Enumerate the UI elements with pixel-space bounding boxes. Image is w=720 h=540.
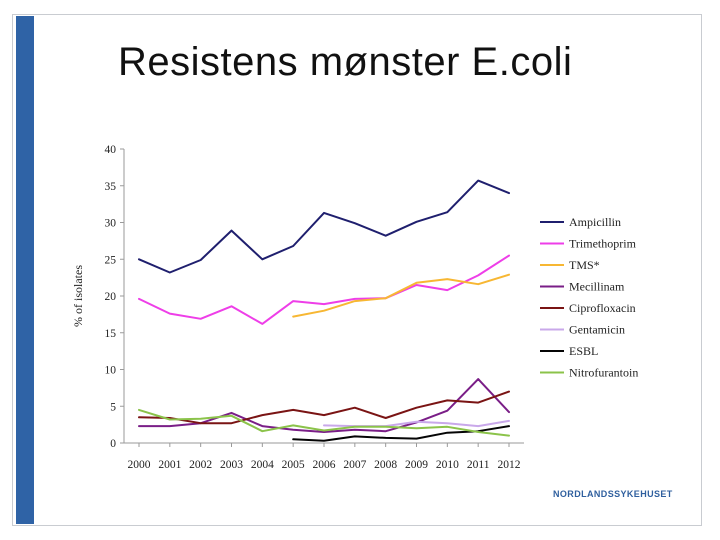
y-tick-label: 25 [105,254,117,266]
x-tick-label: 2012 [498,459,521,471]
series-lines [138,179,510,442]
x-tick-label: 2007 [343,459,366,471]
legend-label-mecillinam: Mecillinam [569,280,625,294]
legend-label-gentamicin: Gentamicin [569,323,625,337]
y-tick-label: 5 [110,401,116,413]
y-tick-labels: 0 5 10 15 20 25 30 35 40 [105,144,124,450]
x-tick-label: 2001 [158,459,181,471]
series-line-trimethoprim [138,254,510,325]
legend-label-trimethoprim: Trimethoprim [569,237,637,251]
series-line-nitrofurantoin [138,408,510,437]
chart-axes [123,149,524,444]
slide-title: Resistens mønster E.coli [118,40,573,84]
x-tick-label: 2005 [282,459,305,471]
x-tick-label: 2000 [128,459,151,471]
y-tick-label: 10 [105,365,117,377]
series-line-ampicillin [138,179,510,274]
x-tick-labels: 2000 2001 2002 2003 2004 2005 2006 2007 2008 2009… [128,443,521,471]
x-tick-label: 2009 [405,459,428,471]
y-tick-label: 30 [105,218,117,230]
x-tick-label: 2010 [436,459,459,471]
x-tick-label: 2011 [467,459,490,471]
x-tick-label: 2008 [374,459,397,471]
hospital-logo: NORDLANDSSYKEHUSET [553,489,673,499]
y-tick-label: 20 [105,291,117,303]
legend-label-ampicillin: Ampicillin [569,215,621,229]
legend-label-ciprofloxacin: Ciprofloxacin [569,301,636,315]
x-tick-label: 2003 [220,459,243,471]
x-tick-label: 2006 [313,459,336,471]
x-tick-label: 2004 [251,459,274,471]
series-line-gentamicin [323,419,510,428]
y-axis-label: % of isolates [71,265,85,327]
series-line-tms [292,273,510,318]
accent-bar [16,16,34,524]
legend-label-tms: TMS* [569,258,600,272]
y-tick-label: 15 [105,328,117,340]
series-line-ciprofloxacin [138,390,510,425]
y-tick-label: 35 [105,181,117,193]
slide-frame [12,14,702,526]
y-tick-label: 0 [110,438,116,450]
chart-legend: Ampicillin Trimethoprim TMS* Mecillinam Cipr… [540,215,638,380]
x-tick-label: 2002 [189,459,212,471]
legend-label-esbl: ESBL [569,344,598,358]
legend-label-nitrofurantoin: Nitrofurantoin [569,366,638,380]
y-tick-label: 40 [105,144,117,156]
